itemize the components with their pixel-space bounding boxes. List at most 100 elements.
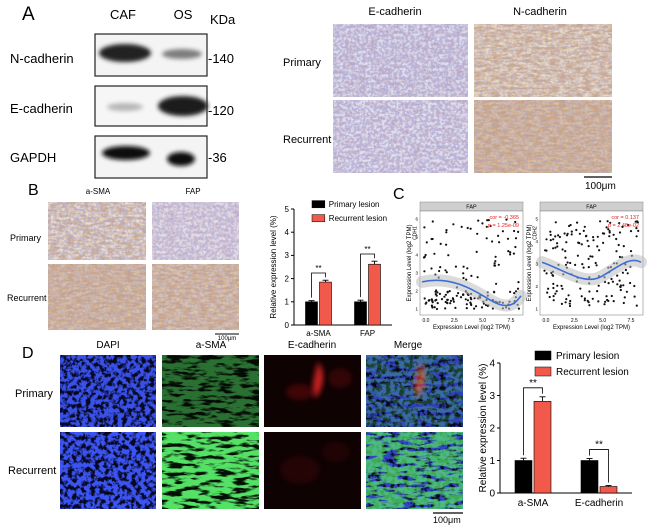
y-axis-label: Expression Level (log2 TPM) — [407, 225, 413, 302]
scatter-point — [561, 248, 564, 251]
scatter-point — [599, 220, 602, 223]
scatter-point — [588, 304, 591, 307]
ihc-row-primary: Primary — [283, 57, 321, 69]
scale-bar-label-d: 100μm — [433, 515, 461, 525]
ihc-cadherin-grid: E-cadherin N-cadherin Primary Recurrent … — [283, 6, 616, 192]
scatter-point — [555, 290, 558, 293]
blot-label-e-cadherin: E-cadherin — [10, 101, 73, 116]
scatter-point — [567, 294, 570, 297]
x-axis-label: Expression Level (log2 TPM) — [553, 325, 630, 331]
scatter-point — [564, 263, 568, 266]
scatter-point — [489, 224, 492, 228]
facet-title: FAP — [586, 205, 597, 211]
scatter-point — [440, 298, 444, 301]
scatter-point — [616, 274, 619, 277]
scatter-point — [464, 298, 467, 301]
significance-label: ** — [364, 245, 370, 254]
scatter-point — [587, 257, 590, 260]
y-axis-label: Relative expression level (%) — [269, 215, 278, 318]
scatter-point — [569, 299, 572, 303]
scatter-point — [623, 296, 626, 299]
x-tick-label: 2.5 — [571, 318, 578, 324]
correlation-stat: cor = 0.137 — [611, 215, 639, 221]
bar-recurrent-lesion-a-sma — [533, 401, 552, 494]
scatter-point — [507, 250, 510, 253]
scatter-point — [566, 232, 569, 235]
scatter-point — [509, 253, 512, 256]
scatter-point — [569, 261, 572, 265]
legend-swatch-primary-lesion — [311, 200, 326, 209]
scatter-point — [517, 230, 520, 233]
scatter-point — [635, 304, 638, 307]
scatter-point — [469, 301, 472, 304]
ihc-image-n-cadherin-primary — [474, 24, 612, 97]
scatter-point — [607, 299, 610, 302]
x-tick-label: 5.0 — [479, 318, 486, 324]
scatter-point — [596, 235, 599, 238]
y-tick-label: 2 — [415, 289, 418, 294]
scatter-point — [589, 255, 592, 258]
if-image-merge-recurrent — [366, 432, 463, 509]
scatter-point — [568, 304, 572, 308]
ihc-col-n-cadherin: N-cadherin — [513, 6, 567, 18]
scatter-point — [547, 287, 550, 290]
scatter-point — [486, 219, 489, 222]
if-image-dapi-primary — [60, 355, 156, 427]
scatter-point — [444, 307, 447, 310]
scatter-point — [580, 243, 583, 246]
scatter-point — [621, 225, 624, 228]
scatter-point — [597, 284, 600, 287]
if-row-recurrent: Recurrent — [8, 465, 56, 477]
scatter-point — [619, 288, 622, 292]
y-tick-label: 4 — [415, 253, 418, 258]
scatter-point — [634, 220, 637, 223]
scatter-point — [423, 226, 426, 229]
scatter-point — [549, 233, 552, 236]
scatter-point — [517, 307, 521, 310]
scatter-point — [602, 241, 605, 244]
scatter-point — [583, 225, 586, 228]
fit-line — [541, 259, 642, 281]
x-tick-label: 2.5 — [451, 318, 458, 324]
scatter-point — [580, 295, 583, 298]
y-tick-label: 6 — [415, 217, 418, 222]
y-tick-label: 3 — [535, 262, 538, 267]
if-col-a-sma: a-SMA — [196, 340, 227, 351]
facet-title: FAP — [466, 205, 477, 211]
scatter-point — [459, 296, 463, 299]
scatter-point — [430, 267, 433, 270]
scatter-point — [635, 235, 638, 238]
scatter-point — [622, 245, 625, 248]
ihc-row-recurrent: Recurrent — [283, 134, 331, 146]
scatter-point — [501, 230, 504, 233]
scatter-point — [564, 256, 567, 259]
scatter-point — [564, 301, 567, 304]
scatter-point — [445, 271, 448, 274]
significance-label: ** — [529, 378, 537, 389]
legend-swatch-recurrent-lesion — [311, 214, 326, 223]
scatter-point — [556, 242, 559, 245]
scatter-point — [624, 268, 628, 272]
scatter-point — [476, 276, 479, 279]
scatter-point — [616, 283, 619, 286]
scatter-point — [596, 290, 599, 293]
scatter-point — [586, 239, 589, 242]
scatter-plot-cdh2: FAP cor = 0.137 p = 2.48e-02 1 2 3 4 5 0.0 2.5 5.0… — [527, 201, 647, 331]
scatter-plot-cdh1: FAP cor = -0.365 p = 1.25e-09 1 2 3 4 5 6 0.0 2.5 5… — [407, 201, 527, 331]
scatter-point — [516, 287, 520, 290]
scatter-point — [431, 220, 434, 223]
scatter-point — [635, 227, 638, 230]
scatter-point — [570, 230, 573, 233]
scatter-point — [517, 281, 520, 284]
if-col-dapi: DAPI — [96, 340, 119, 351]
scatter-point — [594, 261, 597, 265]
scatter-point — [487, 219, 490, 222]
scatter-point — [583, 299, 586, 302]
ihc-image-fap-primary — [152, 202, 239, 260]
scatter-point — [495, 282, 498, 285]
x-tick-label: 7.5 — [628, 318, 635, 324]
ihc-image-fap-recurrent — [152, 264, 239, 330]
y-axis-label: Relative expression level (%) — [478, 364, 489, 493]
western-blot: CAF OS KDa N-cadherin -140 E-cadherin -1… — [10, 7, 236, 179]
